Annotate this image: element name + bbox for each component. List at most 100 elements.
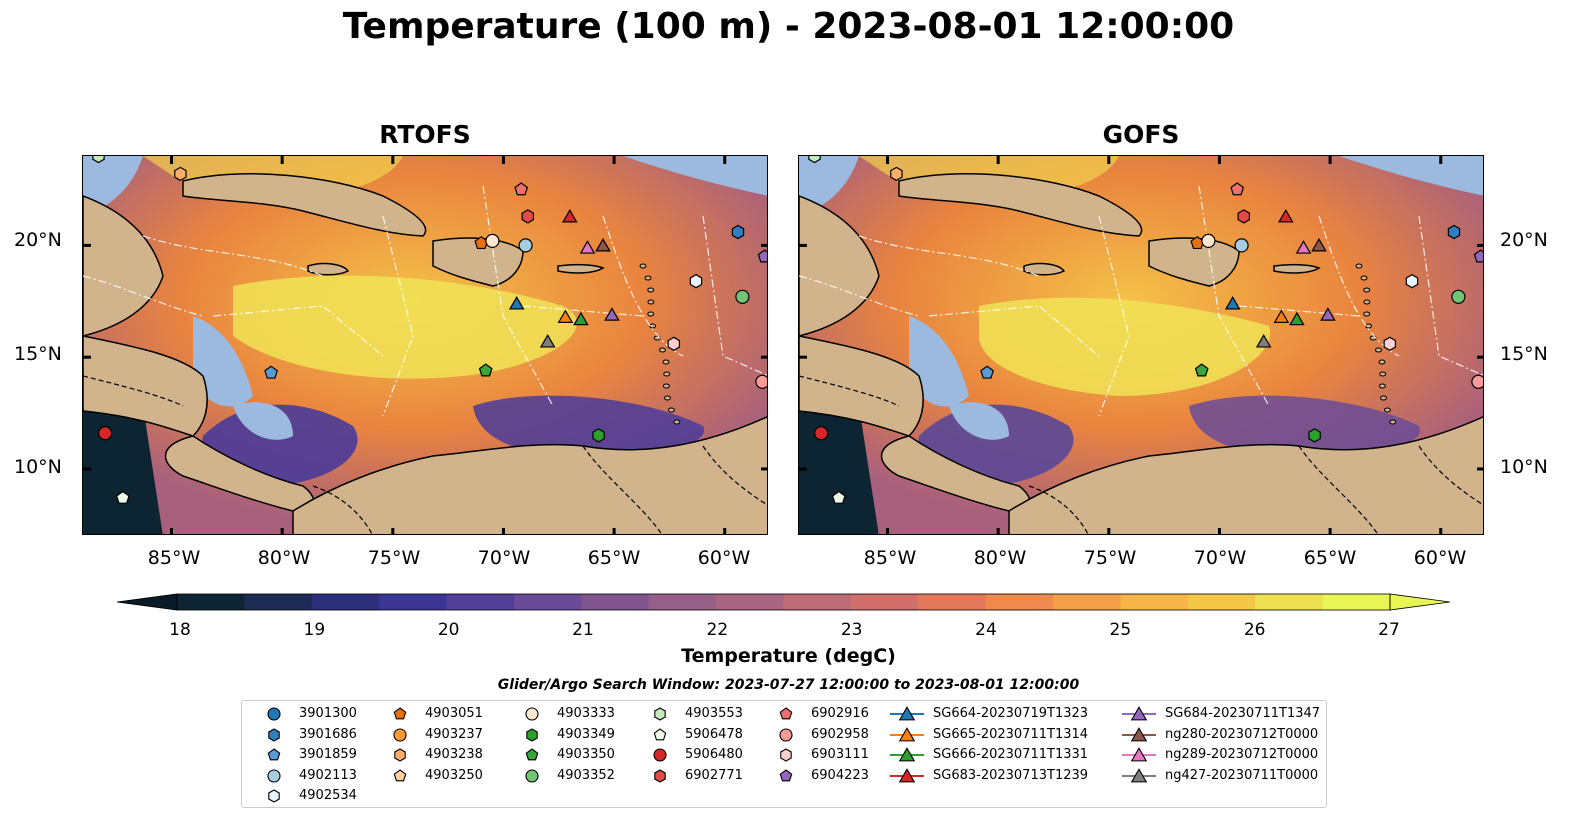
- legend-label: SG665-20230711T1314: [933, 726, 1089, 742]
- marker-ng280-20230712T0000: [1311, 237, 1327, 252]
- lat-label-15n-right: 15°N: [1500, 343, 1548, 365]
- marker-4903352: [735, 289, 750, 304]
- marker-4902534: [689, 274, 703, 289]
- lat-label-20n-left: 20°N: [14, 229, 62, 251]
- hexagon-marker-icon: [780, 748, 792, 762]
- boundary-line: [212, 305, 384, 357]
- legend-label: ng289-20230712T0000: [1165, 747, 1319, 762]
- lon-label-75w-gofs: 75°W: [1083, 547, 1137, 569]
- marker-6903111: [1383, 336, 1397, 351]
- colorbar-tick-label: 18: [169, 620, 191, 640]
- circle-marker-icon: [653, 748, 667, 762]
- shelf-3: [1339, 156, 1483, 196]
- marker-SG665-20230711T1314: [1273, 309, 1290, 323]
- lon-label-65w-rtofs: 65°W: [587, 547, 641, 569]
- marker-4903553: [808, 156, 821, 164]
- lon-label-70w-gofs: 70°W: [1193, 547, 1247, 569]
- colorbar-segment: [1053, 594, 1122, 610]
- marker-SG664-20230719T1323: [508, 296, 525, 310]
- legend-label: 4903349: [557, 726, 615, 742]
- island: [647, 287, 655, 293]
- marker-SG683-20230713T1239: [1278, 208, 1294, 223]
- marker-4903352: [1451, 289, 1466, 304]
- island: [1378, 383, 1386, 389]
- colorbar-extend-min: [116, 593, 178, 611]
- marker-6904223: [757, 249, 767, 263]
- border-line: [1298, 445, 1379, 534]
- legend-label: SG684-20230711T1347: [1165, 706, 1321, 721]
- pentagon-marker-icon: [525, 748, 539, 761]
- shelf-0: [799, 156, 859, 216]
- island: [649, 323, 657, 329]
- map-rtofs-canvas: [83, 156, 767, 534]
- circle-marker-icon: [267, 707, 281, 721]
- marker-3901686: [1447, 224, 1461, 240]
- colorbar-segment: [1322, 594, 1391, 610]
- colorbar-tick-label: 20: [437, 620, 460, 640]
- border-line: [582, 445, 663, 534]
- legend-title: Glider/Argo Search Window: 2023-07-27 12…: [497, 677, 1080, 693]
- map-gofs-canvas: [799, 156, 1483, 534]
- boundary-line: [799, 275, 920, 317]
- colorbar-segment: [716, 594, 785, 610]
- land-4: [799, 195, 880, 337]
- boundary-line: [83, 275, 204, 317]
- marker-6902916: [514, 182, 529, 196]
- marker-6902958: [755, 374, 767, 389]
- island: [662, 383, 670, 389]
- colorbar: [116, 593, 1451, 611]
- colorbar-segment: [513, 594, 582, 610]
- border-line: [312, 485, 373, 534]
- marker-ng289-20230712T0000: [1295, 240, 1312, 254]
- legend-label: 4902113: [299, 767, 357, 783]
- colorbar-segment: [581, 594, 650, 610]
- shelf-0: [83, 156, 143, 216]
- land-5: [83, 335, 208, 437]
- island: [647, 311, 655, 317]
- hexagon-marker-icon: [268, 727, 280, 742]
- marker-3901686: [731, 224, 745, 240]
- triangle-marker-icon: [890, 726, 924, 741]
- marker-4903238: [890, 166, 903, 182]
- island: [1363, 299, 1371, 305]
- marker-5906480: [98, 426, 113, 441]
- boundary-line: [142, 235, 324, 277]
- border-line: [702, 445, 767, 506]
- colorbar-segment: [311, 594, 380, 610]
- legend-label: SG664-20230719T1323: [933, 706, 1089, 721]
- colorbar-tick-label: 23: [840, 620, 863, 640]
- marker-SG665-20230711T1314: [557, 309, 574, 323]
- legend-label: 4903553: [685, 706, 743, 721]
- colorbar-tick-label: 26: [1243, 620, 1266, 640]
- marker-ng427-20230711T0000: [1255, 334, 1272, 348]
- island: [658, 347, 666, 353]
- boundary-line: [482, 185, 554, 407]
- boundary-line: [1238, 305, 1360, 317]
- boundary-line: [1198, 185, 1270, 407]
- boundary-line: [382, 215, 414, 417]
- legend-label: 4903237: [425, 726, 483, 742]
- island: [1374, 347, 1382, 353]
- legend-label: 4903051: [425, 706, 483, 721]
- colorbar-extend-max: [1389, 593, 1451, 611]
- island: [1365, 323, 1373, 329]
- land-4: [83, 195, 164, 337]
- colorbar-segment: [918, 594, 987, 610]
- border-line: [83, 375, 184, 407]
- hexagon-marker-icon: [526, 727, 538, 742]
- hexagon-marker-icon: [654, 707, 666, 721]
- map-gofs: [798, 155, 1484, 535]
- legend-label: 5906478: [685, 726, 743, 742]
- legend: 3901300 3901686 3901859 4902113 4902534 49030…: [241, 700, 1327, 808]
- island: [1378, 359, 1386, 365]
- triangle-marker-icon: [890, 767, 924, 782]
- marker-4903350: [1194, 363, 1209, 377]
- lon-label-60w-gofs: 60°W: [1413, 547, 1467, 569]
- marker-ng280-20230712T0000: [595, 237, 611, 252]
- lat-label-10n-right: 10°N: [1500, 456, 1548, 478]
- triangle-marker-icon: [1122, 767, 1156, 782]
- lon-label-70w-rtofs: 70°W: [477, 547, 531, 569]
- lon-label-75w-rtofs: 75°W: [367, 547, 421, 569]
- island: [667, 407, 675, 413]
- cold-pool-east: [473, 395, 705, 456]
